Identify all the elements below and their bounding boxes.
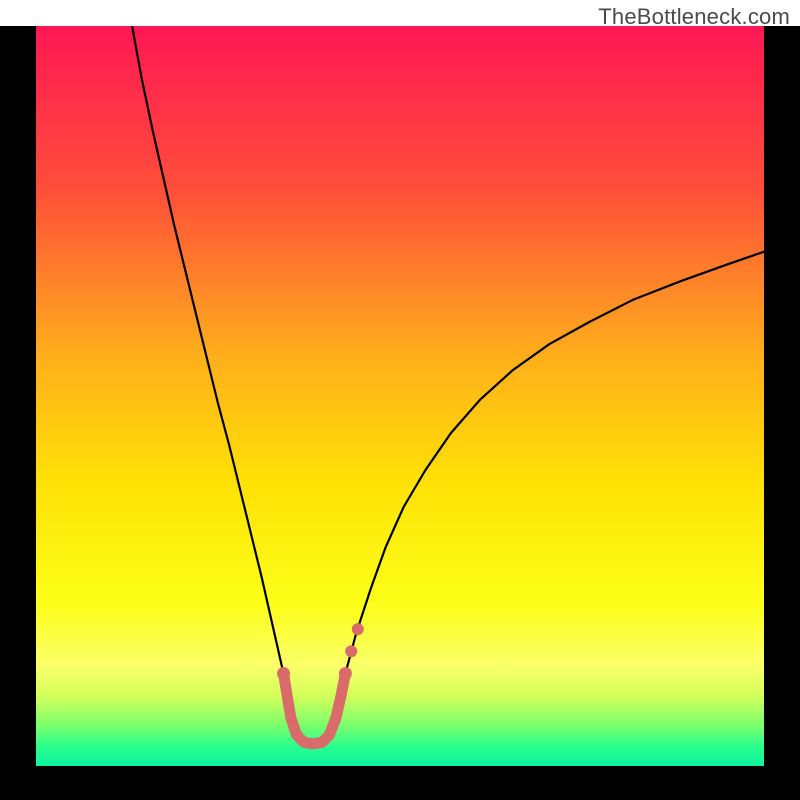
curve-right-dot-1 bbox=[345, 645, 357, 657]
watermark-text: TheBottleneck.com bbox=[598, 4, 790, 30]
curve-right-dot-0 bbox=[339, 667, 352, 680]
chart-plot-area bbox=[36, 26, 764, 766]
chart-root: TheBottleneck.com bbox=[0, 0, 800, 800]
curve-left-end-dot bbox=[277, 667, 290, 680]
chart-background bbox=[36, 26, 764, 766]
curve-right-dot-2 bbox=[352, 623, 364, 635]
chart-svg bbox=[36, 26, 764, 766]
